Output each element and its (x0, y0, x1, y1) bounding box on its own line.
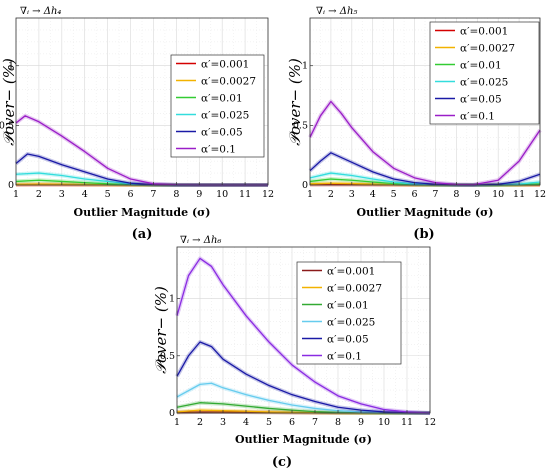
x-tick-label: 3 (220, 417, 226, 428)
legend: α′=0.001 α′=0.0027 α′=0.01 α′=0.025 α′=0.05 α… (296, 261, 402, 365)
y-axis-label: 𝒫over− (%) (152, 286, 170, 374)
x-tick-label: 9 (196, 189, 202, 200)
panel-caption: (a) (132, 227, 153, 242)
y-axis-label: 𝒫over− (%) (286, 58, 304, 146)
x-tick-label: 1 (174, 417, 180, 428)
axes-frame (309, 17, 541, 186)
x-tick-label: 9 (358, 417, 364, 428)
x-tick-label: 12 (424, 417, 436, 428)
legend-label-4: α′=0.025 (460, 76, 508, 88)
axes-frame (15, 17, 269, 186)
legend-label-5: α′=0.05 (327, 333, 369, 345)
series-line-6 (309, 100, 541, 186)
x-tick-label: 6 (289, 417, 295, 428)
legend: α′=0.001 α′=0.0027 α′=0.01 α′=0.025 α′=0.05 α… (170, 54, 265, 158)
x-tick-label: 6 (412, 189, 418, 200)
legend-box (429, 21, 540, 125)
legend-label-2: α′=0.0027 (327, 282, 382, 294)
x-tick-label: 3 (59, 189, 65, 200)
x-tick-label: 11 (239, 189, 251, 200)
panel-caption: (b) (413, 227, 434, 242)
panel-caption: (c) (272, 455, 292, 470)
legend-box (296, 261, 402, 365)
x-tick-label: 2 (328, 189, 334, 200)
x-tick-label: 7 (312, 417, 318, 428)
chart-title: ∇ᵢ → Δh₄ (20, 6, 61, 17)
y-tick-label: 0.5 (293, 120, 308, 131)
x-tick-label: 11 (513, 189, 525, 200)
chart-title: ∇ᵢ → Δh₅ (316, 6, 357, 17)
y-tick-label: 0 (169, 408, 175, 419)
x-tick-label: 5 (266, 417, 272, 428)
legend-label-2: α′=0.0027 (460, 42, 515, 54)
y-tick-label: 0 (8, 180, 14, 191)
x-tick-label: 5 (105, 189, 111, 200)
legend-box (170, 54, 265, 158)
x-tick-label: 12 (262, 189, 274, 200)
y-axis-label: 𝒫over− (%) (0, 58, 18, 146)
x-tick-label: 1 (307, 189, 313, 200)
legend-label-5: α′=0.05 (460, 93, 502, 105)
legend-label-6: α′=0.1 (201, 143, 236, 155)
x-tick-label: 10 (492, 189, 504, 200)
legend-label-4: α′=0.025 (201, 109, 249, 121)
chart-title: ∇ᵢ → Δh₆ (180, 235, 221, 246)
x-tick-label: 5 (391, 189, 397, 200)
x-tick-label: 6 (128, 189, 134, 200)
y-tick-label: 0 (302, 180, 308, 191)
legend-label-4: α′=0.025 (327, 316, 375, 328)
legend-label-1: α′=0.001 (201, 58, 249, 70)
x-tick-label: 10 (378, 417, 390, 428)
x-tick-label: 4 (370, 189, 376, 200)
y-tick-label: 0.5 (0, 120, 14, 131)
x-tick-label: 4 (82, 189, 88, 200)
legend-label-5: α′=0.05 (201, 126, 243, 138)
x-tick-label: 8 (335, 417, 341, 428)
y-tick-label: 1 (302, 61, 308, 72)
legend-label-1: α′=0.001 (460, 25, 508, 37)
series-line-6 (176, 257, 431, 414)
legend: α′=0.001 α′=0.0027 α′=0.01 α′=0.025 α′=0.05 α… (429, 21, 540, 125)
x-tick-label: 10 (216, 189, 228, 200)
x-tick-label: 4 (243, 417, 249, 428)
x-axis-label: Outlier Magnitude (σ) (74, 206, 211, 219)
legend-label-3: α′=0.01 (460, 59, 502, 71)
legend-label-3: α′=0.01 (327, 299, 369, 311)
x-tick-label: 7 (432, 189, 438, 200)
x-tick-label: 11 (401, 417, 413, 428)
x-tick-label: 9 (474, 189, 480, 200)
y-tick-label: 1 (8, 61, 14, 72)
x-tick-label: 3 (349, 189, 355, 200)
x-tick-label: 2 (197, 417, 203, 428)
x-tick-label: 7 (150, 189, 156, 200)
x-tick-label: 1 (13, 189, 19, 200)
legend-label-6: α′=0.1 (460, 110, 495, 122)
legend-label-1: α′=0.001 (327, 265, 375, 277)
x-tick-label: 8 (453, 189, 459, 200)
x-tick-label: 12 (534, 189, 546, 200)
x-axis-label: Outlier Magnitude (σ) (357, 206, 494, 219)
x-tick-label: 8 (173, 189, 179, 200)
series-line-5 (176, 341, 431, 414)
legend-label-6: α′=0.1 (327, 350, 362, 362)
y-tick-label: 0.5 (160, 351, 175, 362)
legend-label-2: α′=0.0027 (201, 75, 256, 87)
y-tick-label: 1 (169, 294, 175, 305)
x-axis-label: Outlier Magnitude (σ) (235, 433, 372, 446)
legend-label-3: α′=0.01 (201, 92, 243, 104)
x-tick-label: 2 (36, 189, 42, 200)
axes-frame (176, 246, 431, 414)
